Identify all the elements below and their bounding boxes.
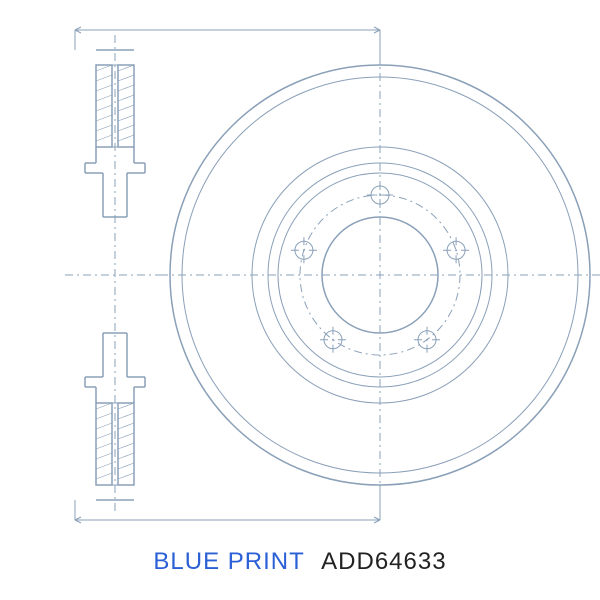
brake-disc-drawing — [0, 0, 600, 600]
product-caption: BLUE PRINT ADD64633 — [0, 548, 600, 576]
brand-label: BLUE PRINT — [153, 548, 304, 575]
part-number: ADD64633 — [321, 548, 446, 575]
